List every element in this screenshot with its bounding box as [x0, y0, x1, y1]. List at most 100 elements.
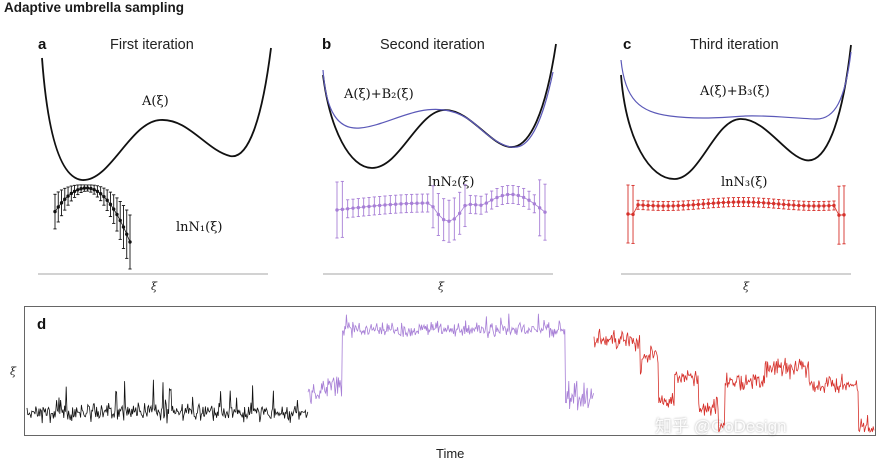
histogram-point [76, 188, 80, 192]
panel-b-axis-label: ξ [438, 280, 445, 293]
histogram-point [404, 201, 409, 206]
histogram-point [731, 200, 736, 204]
histogram-point [681, 203, 685, 208]
histogram-point [500, 193, 505, 198]
histogram-point [651, 204, 655, 208]
histogram-point [69, 191, 74, 196]
histogram-point [125, 232, 129, 236]
histogram-point [766, 201, 771, 205]
histogram-point [671, 204, 675, 208]
histogram-point [351, 206, 355, 210]
histogram-point [121, 225, 126, 229]
histogram-point [420, 201, 425, 205]
histogram-point [726, 200, 731, 204]
histogram-point [686, 203, 690, 207]
histogram-point [736, 200, 741, 204]
histogram-point [335, 208, 339, 212]
histogram-point [802, 204, 806, 208]
histogram-point [79, 186, 83, 191]
histogram-point [807, 204, 811, 208]
panel-d-frame [24, 306, 876, 436]
histogram-point [441, 217, 446, 222]
histogram-point [842, 213, 846, 217]
histogram-point [696, 202, 701, 207]
panel-a-hist-label: lnN₁(ξ) [176, 220, 223, 235]
histogram-point [636, 203, 640, 207]
histogram-point [716, 201, 721, 205]
histogram-point [489, 198, 494, 202]
panel-c-axis-label: ξ [743, 280, 750, 293]
histogram-point [812, 204, 816, 208]
histogram-point [511, 192, 515, 197]
histogram-point [532, 202, 537, 206]
histogram-point [484, 201, 489, 205]
histogram-point [447, 219, 451, 223]
panel-d-letter: d [37, 316, 47, 333]
histogram-point [706, 201, 711, 206]
panel-b-free-energy-curve [322, 43, 557, 169]
histogram-point [393, 202, 398, 206]
panel-d-x-label: Time [436, 446, 465, 461]
histogram-point [505, 192, 510, 197]
panel-b-curve-label: A(ξ)+B₂(ξ) [344, 87, 414, 102]
histogram-point [666, 204, 670, 208]
histogram-point [701, 202, 706, 206]
histogram-point [827, 204, 831, 208]
histogram-point [409, 201, 414, 206]
histogram-point [53, 209, 57, 214]
histogram-point [751, 200, 756, 204]
panel-d-y-label: ξ [10, 365, 17, 378]
histogram-point [452, 217, 457, 221]
histogram-line [336, 194, 546, 222]
histogram-point [771, 201, 776, 206]
histogram-point [56, 205, 60, 209]
histogram-line [627, 201, 845, 216]
histogram-point [92, 187, 96, 192]
histogram-point [761, 201, 766, 205]
histogram-point [356, 205, 361, 210]
histogram-point [457, 211, 462, 215]
histogram-point [72, 189, 77, 194]
histogram-point [641, 203, 645, 207]
histogram-point [741, 200, 746, 204]
histogram-point [115, 212, 119, 217]
histogram-point [431, 205, 435, 209]
histogram-point [817, 204, 821, 208]
panel-d-trajectory [26, 313, 875, 433]
histogram-point [656, 204, 660, 208]
histogram-point [399, 202, 403, 206]
histogram-point [537, 206, 542, 210]
panel-c-curve-label: A(ξ)+B₃(ξ) [700, 84, 770, 99]
histogram-point [415, 201, 419, 205]
panel-a-curve-label: A(ξ) [142, 94, 169, 109]
histogram-point [711, 201, 716, 205]
histogram-point [89, 186, 93, 191]
histogram-point [676, 204, 680, 208]
panel-c-free-energy-curve [620, 44, 852, 180]
panel-a-histogram [53, 184, 132, 270]
histogram-point [118, 218, 122, 223]
histogram-point [721, 200, 726, 205]
histogram-point [361, 205, 366, 209]
histogram-point [756, 200, 761, 205]
histogram-point [367, 204, 371, 209]
histogram-point [108, 202, 113, 207]
histogram-point [631, 212, 635, 217]
histogram-point [661, 204, 665, 208]
histogram-point [66, 194, 70, 198]
histogram-point [63, 197, 67, 201]
panel-c-hist-label: lnN₃(ξ) [721, 175, 768, 190]
histogram-point [832, 203, 836, 208]
histogram-point [383, 203, 387, 207]
panel-a-plot [38, 47, 272, 275]
histogram-point [377, 203, 382, 208]
panel-c-histogram [626, 184, 846, 245]
histogram-line [54, 187, 131, 243]
histogram-point [82, 186, 87, 190]
histogram-point [59, 201, 64, 205]
histogram-point [746, 200, 751, 204]
histogram-point [527, 198, 531, 202]
panel-c-title: Third iteration [690, 37, 779, 53]
trajectory-purple-segment [307, 313, 594, 411]
